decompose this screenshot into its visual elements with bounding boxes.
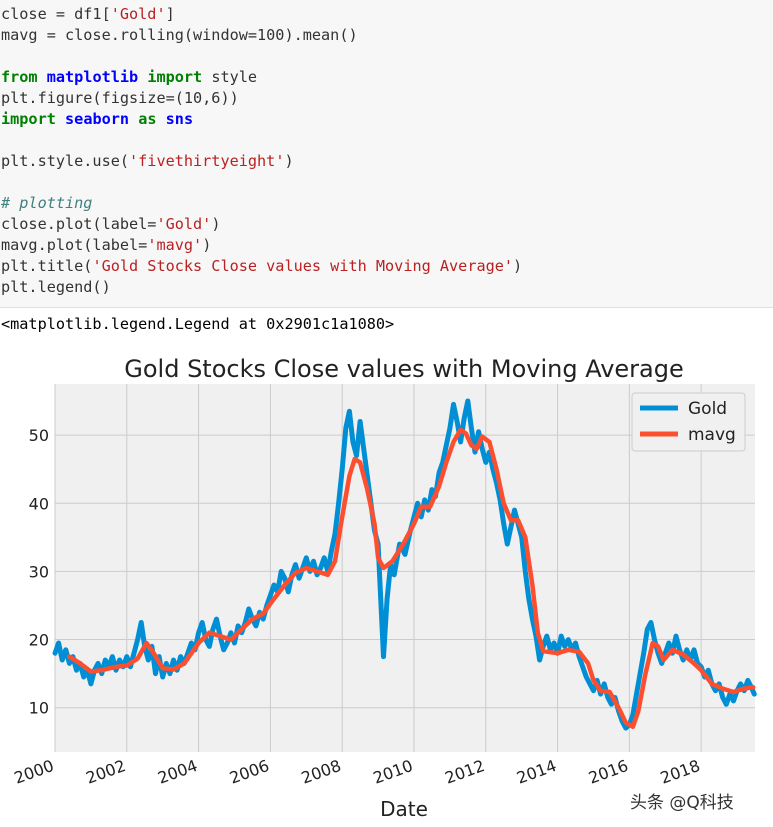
y-tick-label: 40 [29, 494, 49, 513]
code-token: plt.figure(figsize=(10,6)) [1, 89, 239, 107]
code-line: mavg.plot(label='mavg') [1, 236, 211, 257]
code-token: style [202, 68, 258, 86]
code-line: plt.legend() [1, 278, 111, 299]
code-token [56, 110, 65, 128]
watermark: 头条 @Q科技 [630, 793, 734, 813]
y-tick-label: 10 [29, 699, 49, 718]
code-token: plt.legend() [1, 278, 111, 296]
x-axis-label: Date [380, 797, 428, 821]
output-text: <matplotlib.legend.Legend at 0x2901c1a10… [1, 315, 395, 333]
y-tick-label: 20 [29, 631, 49, 650]
code-token [38, 68, 47, 86]
legend-label-mavg: mavg [688, 425, 736, 445]
code-token: close = df1[ [1, 5, 111, 23]
code-token: plt.title( [1, 257, 93, 275]
code-line: plt.title('Gold Stocks Close values with… [1, 257, 522, 278]
chart-title: Gold Stocks Close values with Moving Ave… [124, 355, 684, 383]
legend: Gold mavg [631, 392, 746, 452]
code-line: import seaborn as sns [1, 110, 193, 131]
code-token: ] [165, 5, 175, 23]
code-token: ) [513, 257, 523, 275]
code-token [157, 110, 166, 128]
legend-label-gold: Gold [688, 399, 727, 419]
code-token: 'Gold Stocks Close values with Moving Av… [92, 257, 514, 275]
code-line: plt.figure(figsize=(10,6)) [1, 89, 239, 110]
code-token: mavg = close.rolling(window=100).mean() [1, 26, 358, 44]
series-layer [52, 398, 757, 731]
code-token: ) [202, 236, 212, 254]
code-token: import [147, 68, 203, 86]
code-token: sns [165, 110, 194, 128]
code-token: 'mavg' [147, 236, 203, 254]
code-token: # plotting [1, 194, 93, 212]
code-token [129, 110, 138, 128]
code-cell[interactable]: close = df1['Gold'] mavg = close.rolling(… [0, 0, 773, 308]
code-token: import [1, 110, 56, 128]
code-token: as [138, 110, 157, 128]
code-token: matplotlib [46, 68, 139, 86]
code-token: mavg.plot(label= [1, 236, 148, 254]
code-token: plt.style.use( [1, 152, 130, 170]
code-token: ) [211, 215, 221, 233]
code-line: from matplotlib import style [1, 68, 257, 89]
code-line: plt.style.use('fivethirtyeight') [1, 152, 294, 173]
code-token: seaborn [65, 110, 130, 128]
code-line: close.plot(label='Gold') [1, 215, 220, 236]
code-line: # plotting [1, 194, 92, 215]
code-token: from [1, 68, 38, 86]
y-tick-label: 30 [29, 562, 49, 581]
code-token: 'Gold' [156, 215, 212, 233]
code-token: 'Gold' [110, 5, 166, 23]
series-line-mavg [67, 427, 756, 730]
code-token: 'fivethirtyeight' [129, 152, 285, 170]
code-token: ) [284, 152, 294, 170]
y-tick-label: 50 [29, 426, 49, 445]
code-line: close = df1['Gold'] [1, 5, 175, 26]
code-token: close.plot(label= [1, 215, 157, 233]
code-token [138, 68, 147, 86]
code-line: mavg = close.rolling(window=100).mean() [1, 26, 358, 47]
